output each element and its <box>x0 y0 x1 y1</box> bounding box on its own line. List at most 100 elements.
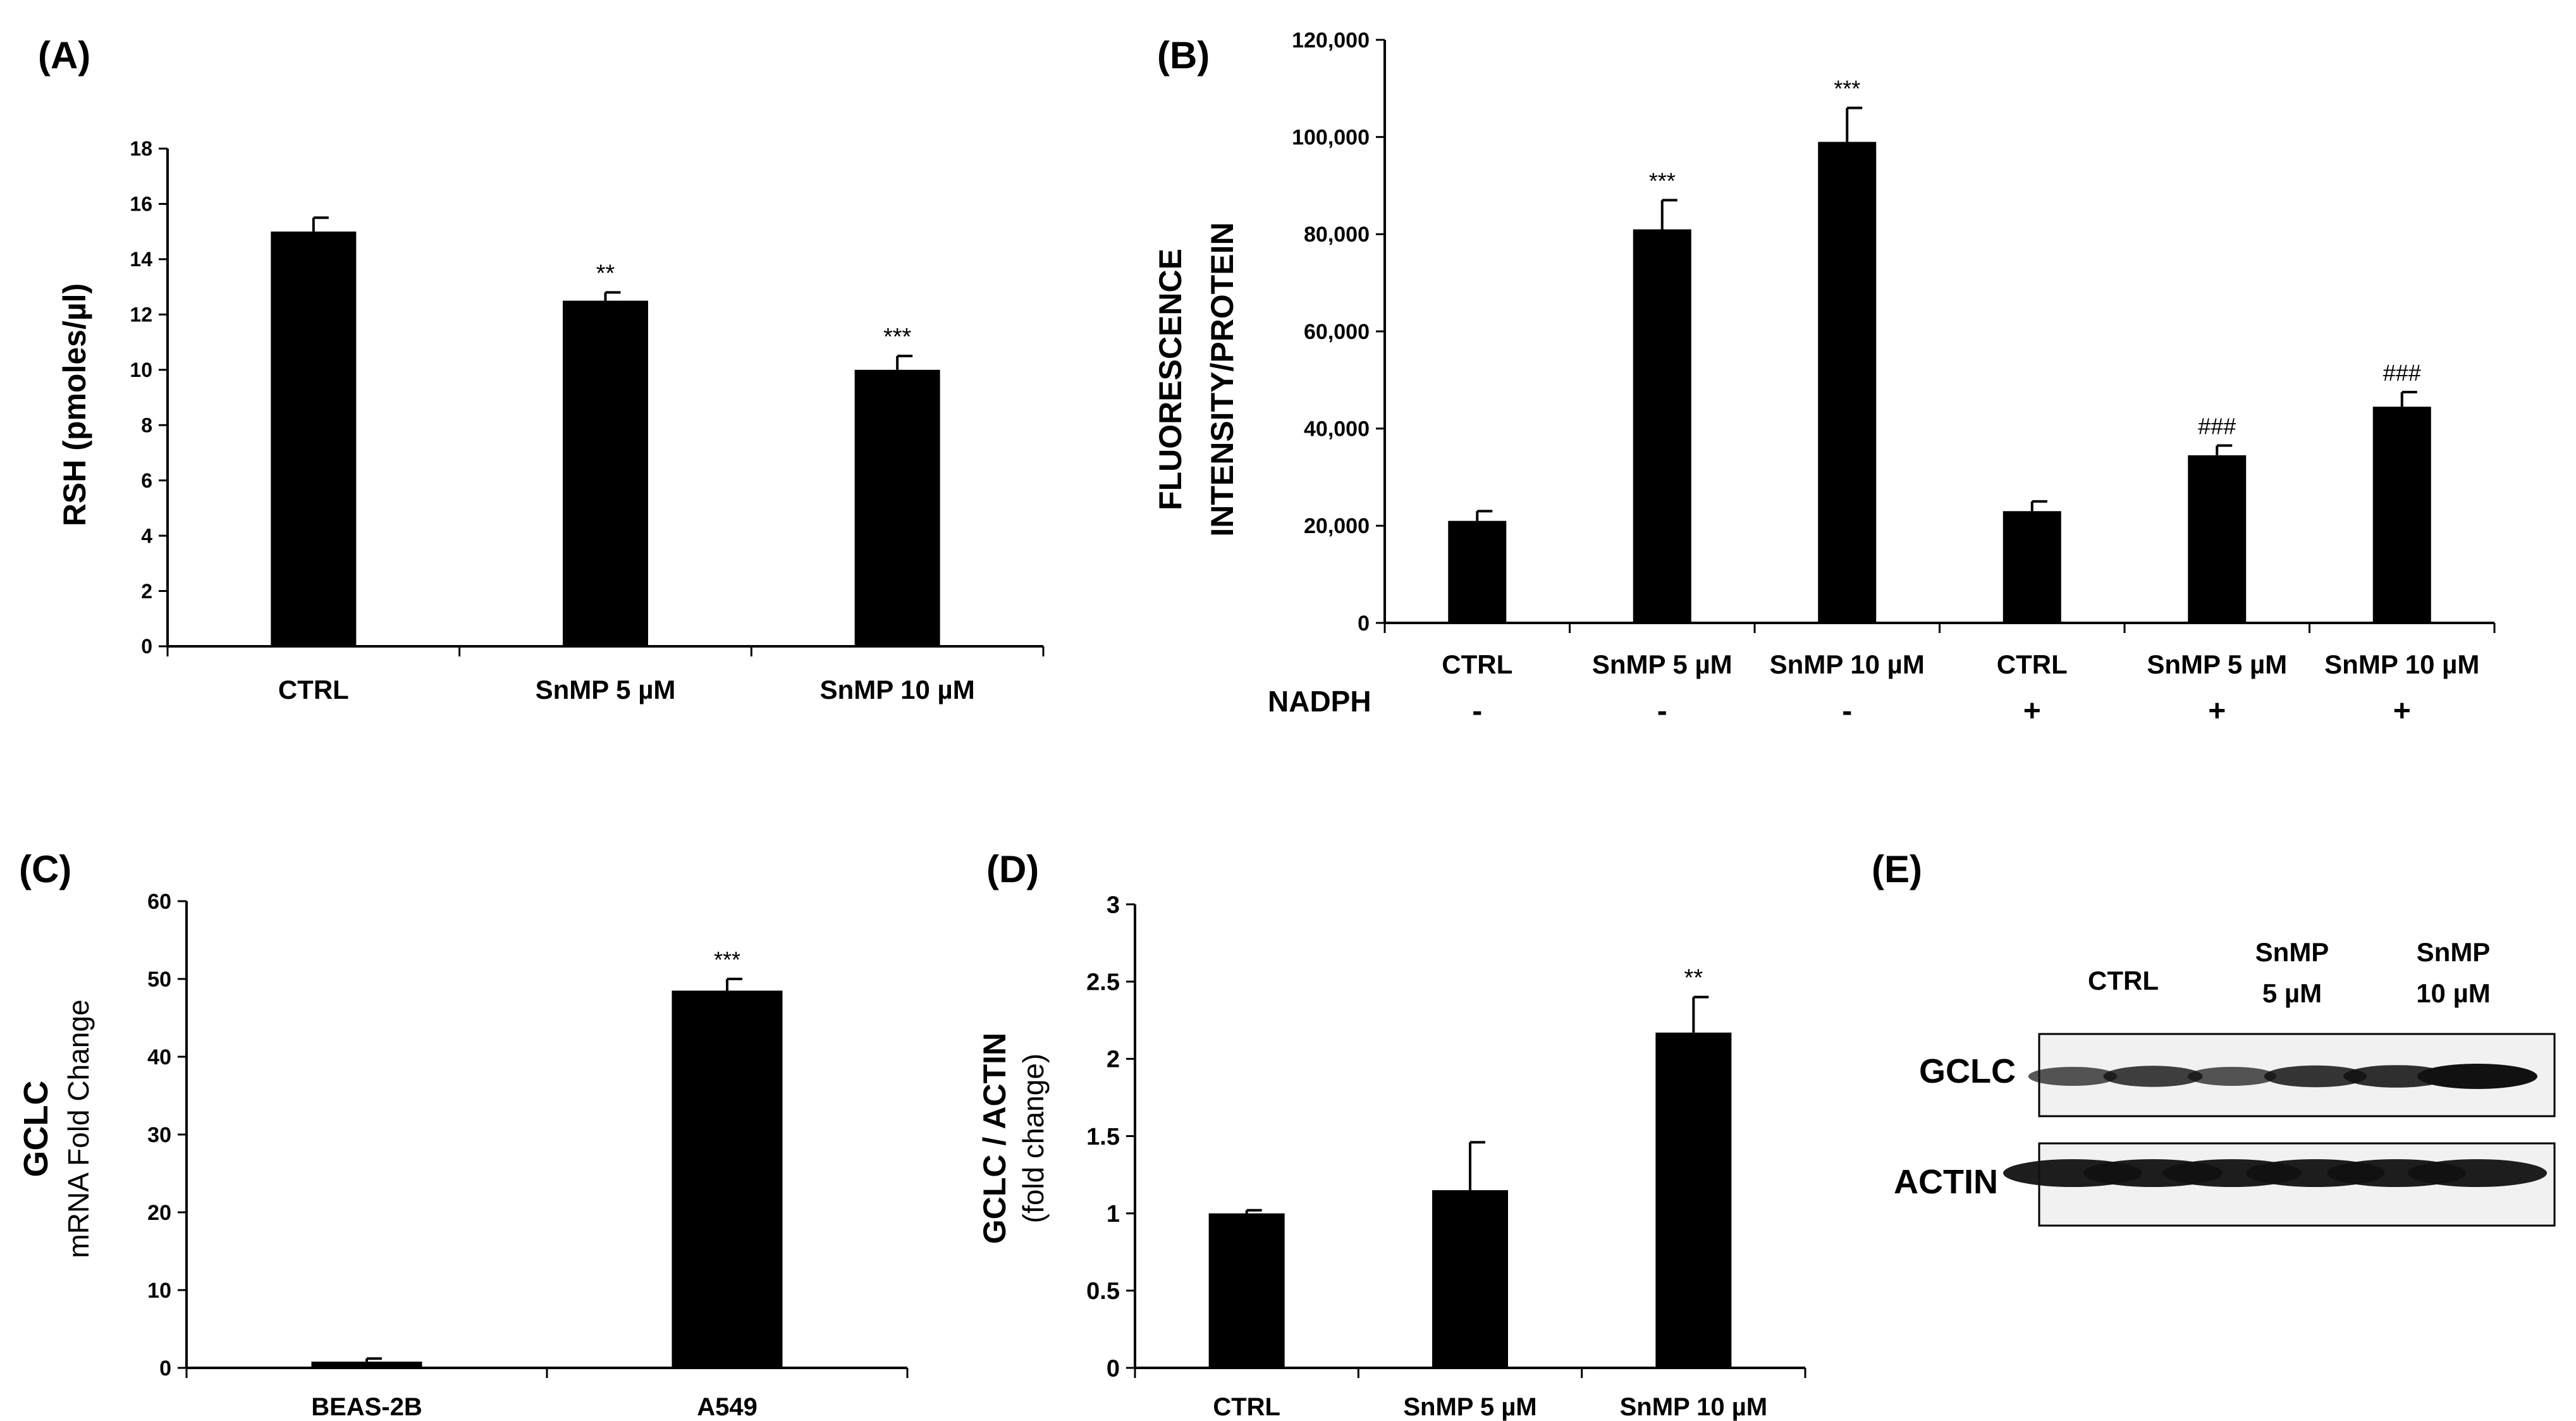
blot-band-gclc-4 <box>2343 1065 2450 1088</box>
y-tick-label-a: 6 <box>141 469 152 492</box>
y-tick-label-d: 3 <box>1107 892 1120 918</box>
nadph-sign-0: - <box>1472 694 1482 728</box>
nadph-sign-5: + <box>2393 694 2411 728</box>
bar-b-1 <box>1633 229 1691 623</box>
x-category-label-b-5: SnMP 10 µM <box>2324 649 2479 679</box>
blot-row-label-gclc: GCLC <box>1919 1052 2016 1090</box>
chart-panel-b: (B) FLUORESCENCE INTENSITY/PROTEIN NADPH… <box>1153 28 2496 728</box>
bar-a-0 <box>271 231 357 647</box>
y-axis-label-b-line2: INTENSITY/PROTEIN <box>1205 222 1240 536</box>
x-category-label-c-1: A549 <box>697 1393 757 1421</box>
x-category-label-a-2: SnMP 10 µM <box>820 675 975 704</box>
y-tick-label-b: 120,000 <box>1292 28 1370 52</box>
significance-marker-a-1: ** <box>596 260 615 286</box>
nadph-sign-3: + <box>2023 694 2041 728</box>
y-tick-label-c: 20 <box>147 1201 171 1225</box>
blot-band-gclc-2 <box>2187 1066 2277 1086</box>
y-tick-label-d: 2 <box>1107 1047 1120 1073</box>
y-tick-label-a: 10 <box>130 359 152 381</box>
y-tick-label-a: 2 <box>141 580 152 603</box>
significance-marker-a-2: *** <box>883 324 912 350</box>
bar-a-1 <box>563 300 648 646</box>
x-category-label-b-2: SnMP 10 µM <box>1770 649 1925 679</box>
x-category-label-d-2: SnMP 10 µM <box>1620 1393 1767 1421</box>
significance-marker-d-2: ** <box>1684 965 1703 992</box>
x-category-label-a-1: SnMP 5 µM <box>536 675 676 704</box>
y-tick-label-a: 14 <box>130 248 152 271</box>
y-tick-label-b: 100,000 <box>1292 126 1370 150</box>
panel-label-c: (C) <box>19 848 71 890</box>
x-category-label-b-3: CTRL <box>1997 649 2068 679</box>
y-tick-label-a: 18 <box>130 137 152 160</box>
panel-label-b: (B) <box>1157 34 1210 77</box>
significance-marker-b-2: *** <box>1834 76 1860 102</box>
nadph-row-label: NADPH <box>1268 685 1371 718</box>
nadph-sign-1: - <box>1657 694 1667 728</box>
significance-marker-b-4: ### <box>2198 414 2236 440</box>
y-tick-label-b: 40,000 <box>1304 417 1370 441</box>
bar-b-4 <box>2188 455 2247 623</box>
y-tick-label-a: 8 <box>141 414 152 436</box>
x-category-label-d-1: SnMP 5 µM <box>1403 1393 1536 1421</box>
blot-row-label-actin: ACTIN <box>1894 1163 1998 1201</box>
lane-group-label-snmp10-line1: SnMP <box>2417 937 2491 967</box>
y-tick-label-d: 0 <box>1107 1355 1120 1382</box>
panel-label-e: (E) <box>1872 848 1922 890</box>
y-tick-label-c: 50 <box>147 968 171 992</box>
bar-d-0 <box>1208 1213 1285 1368</box>
y-tick-label-d: 2.5 <box>1086 969 1120 995</box>
y-axis-label-c-line1: GCLC <box>17 1081 55 1178</box>
y-axis-label-d-line1: GCLC / ACTIN <box>977 1033 1012 1244</box>
bar-b-3 <box>2003 511 2061 623</box>
bar-c-0 <box>311 1362 422 1368</box>
significance-marker-c-1: *** <box>714 947 740 973</box>
y-tick-label-a: 12 <box>130 304 152 326</box>
bar-c-1 <box>672 990 783 1368</box>
bar-a-2 <box>854 369 940 646</box>
bar-b-5 <box>2372 407 2431 623</box>
plot-area-d: 0 0.5 1 1.5 2 2.5 3 CTRL SnMP 5 µM ** SnMP 10 µM <box>1086 892 1806 1421</box>
blot-band-gclc-3 <box>2264 1065 2367 1088</box>
blot-bands <box>2003 1064 2547 1187</box>
panel-label-d: (D) <box>986 848 1039 890</box>
y-tick-label-d: 1.5 <box>1086 1124 1120 1150</box>
significance-marker-b-1: *** <box>1649 168 1676 194</box>
lane-group-label-snmp5-line1: SnMP <box>2255 937 2329 967</box>
y-axis-label-c-line2: mRNA Fold Change <box>62 999 95 1258</box>
blot-band-gclc-5 <box>2417 1064 2537 1089</box>
western-blot-panel-e: (E) CTRL SnMP 5 µM SnMP 10 µM GCLC ACTIN <box>1872 848 2556 1227</box>
chart-panel-c: (C) GCLC mRNA Fold Change 0 10 20 30 40 50 60 B… <box>17 848 909 1421</box>
y-tick-label-a: 0 <box>141 635 152 658</box>
y-axis-label-d-line2: (fold change) <box>1017 1054 1050 1224</box>
y-tick-label-c: 30 <box>147 1123 171 1147</box>
chart-panel-d: (D) GCLC / ACTIN (fold change) 0 0.5 1 1.5 2… <box>977 848 1806 1421</box>
y-tick-label-d: 0.5 <box>1086 1278 1120 1305</box>
y-tick-label-b: 60,000 <box>1304 320 1370 344</box>
lane-group-label-snmp5-line2: 5 µM <box>2262 978 2322 1008</box>
plot-area-c: 0 10 20 30 40 50 60 BEAS-2B *** A549 <box>147 890 909 1421</box>
y-axis-label-b-line1: FLUORESCENCE <box>1153 249 1188 510</box>
bar-b-0 <box>1448 520 1507 623</box>
y-tick-label-c: 0 <box>159 1356 171 1381</box>
x-category-label-b-1: SnMP 5 µM <box>1592 649 1733 679</box>
y-tick-label-c: 10 <box>147 1279 171 1303</box>
y-tick-label-d: 1 <box>1107 1201 1120 1227</box>
bar-d-1 <box>1432 1190 1508 1368</box>
significance-marker-b-5: ### <box>2383 360 2421 386</box>
chart-panel-a: (A) RSH (pmoles/µl) 0 2 4 6 8 10 12 14 16 18 CTRL *… <box>38 34 1045 704</box>
y-tick-label-b: 20,000 <box>1304 514 1370 538</box>
y-tick-label-c: 40 <box>147 1045 171 1069</box>
bar-d-2 <box>1655 1032 1732 1368</box>
x-category-label-b-4: SnMP 5 µM <box>2147 649 2287 679</box>
nadph-sign-2: - <box>1842 694 1852 728</box>
bar-b-2 <box>1818 142 1877 624</box>
panel-label-a: (A) <box>38 34 90 77</box>
blot-band-gclc-1 <box>2103 1066 2203 1087</box>
x-category-label-a-0: CTRL <box>278 675 349 704</box>
y-tick-label-a: 4 <box>141 524 152 547</box>
y-tick-label-c: 60 <box>147 890 171 914</box>
y-tick-label-b: 0 <box>1358 612 1370 636</box>
plot-area-a: 0 2 4 6 8 10 12 14 16 18 CTRL ** SnMP 5 µM *** SnMP 10… <box>130 137 1045 704</box>
y-tick-label-a: 16 <box>130 193 152 216</box>
